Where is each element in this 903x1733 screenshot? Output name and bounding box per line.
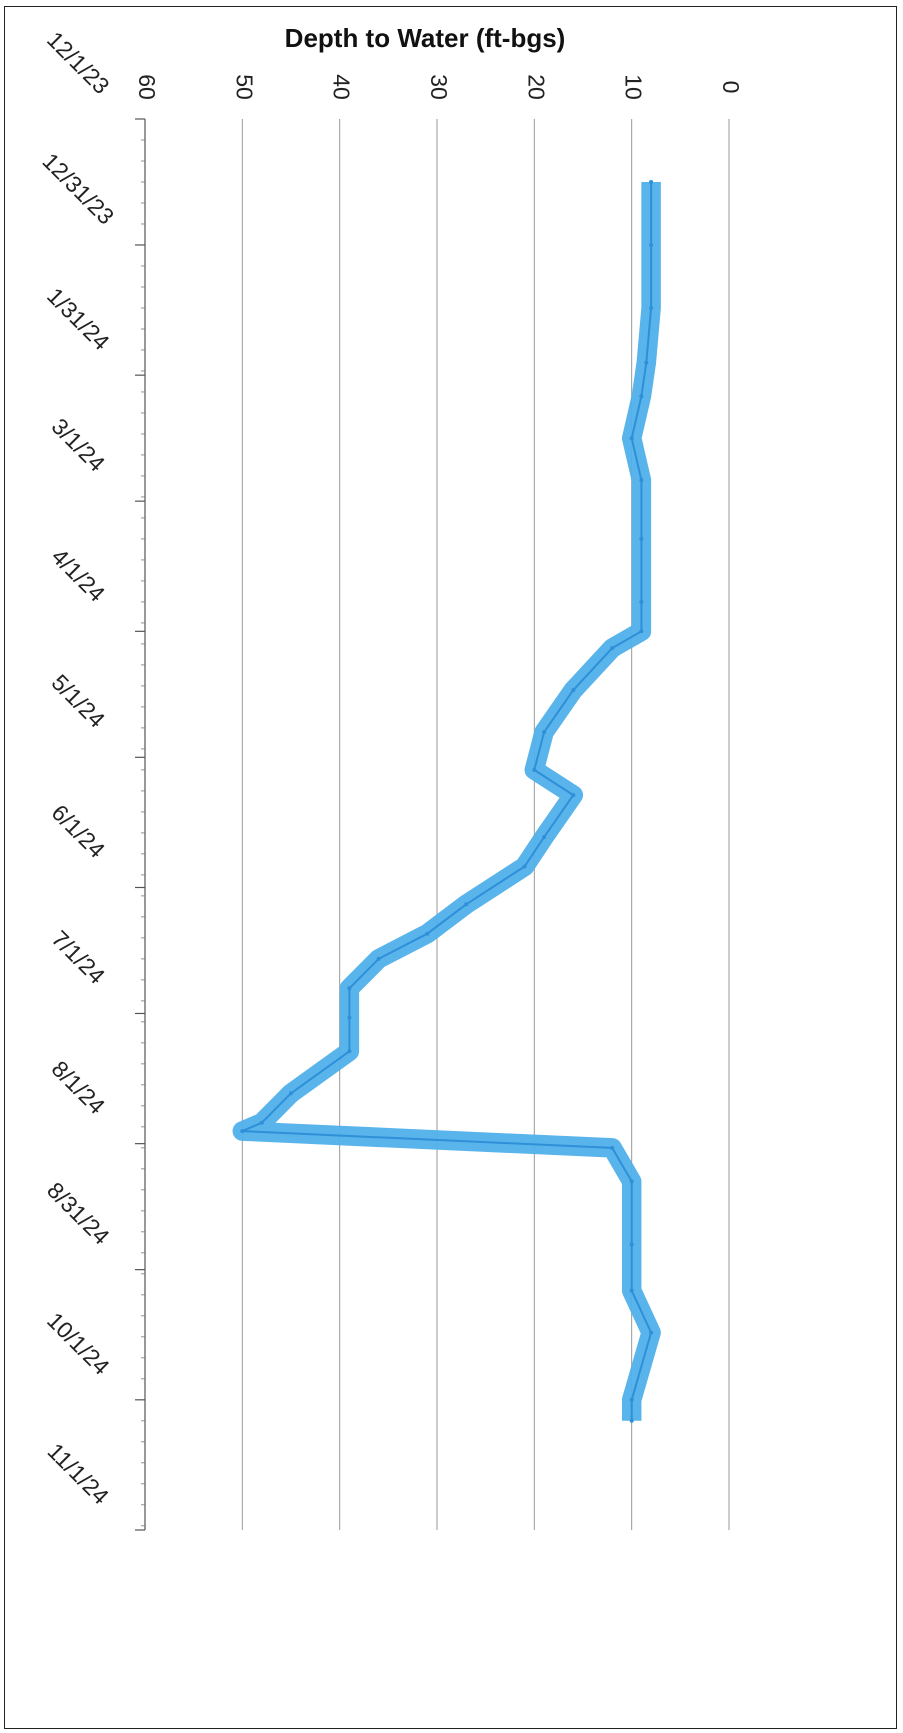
series-point	[347, 986, 351, 990]
x-tick-label: 8/31/24	[42, 1177, 115, 1250]
series-point	[542, 730, 546, 734]
y-tick-label: 10	[621, 74, 647, 100]
x-tick-label: 4/1/24	[47, 543, 111, 607]
series-point	[630, 1242, 634, 1246]
series-point	[639, 600, 643, 604]
series-band	[242, 182, 651, 1421]
series-point	[532, 768, 536, 772]
series-point	[630, 436, 634, 440]
series-point	[639, 537, 643, 541]
x-tick-label: 6/1/24	[47, 799, 111, 863]
x-tick-label: 5/1/24	[47, 669, 111, 733]
series-point	[630, 1398, 634, 1402]
y-tick-label: 20	[523, 74, 549, 100]
series-point	[464, 902, 468, 906]
series-point	[639, 394, 643, 398]
series-point	[644, 361, 648, 365]
series-point	[639, 478, 643, 482]
y-tick-label: 0	[718, 81, 744, 94]
x-tick-label: 3/1/24	[47, 413, 111, 477]
series-point	[571, 793, 575, 797]
series-point	[347, 1049, 351, 1053]
series-point	[425, 932, 429, 936]
series-point	[347, 1016, 351, 1020]
series-point	[630, 1289, 634, 1293]
series-point	[630, 1179, 634, 1183]
series-point	[610, 646, 614, 650]
x-tick-label: 12/1/23	[42, 26, 115, 99]
series-point	[649, 243, 653, 247]
series-point	[649, 180, 653, 184]
series-line	[242, 182, 651, 1421]
depth-to-water-chart: 0 10 20 30 40 50 60 12/1/23 12/31/23 1/31/24 3/1/2…	[5, 7, 898, 1730]
series-point	[377, 957, 381, 961]
series-point	[649, 306, 653, 310]
y-tick-label: 50	[231, 74, 257, 100]
series-point	[630, 1419, 634, 1423]
x-tick-label: 11/1/24	[43, 1438, 115, 1510]
x-tick-label: 10/1/24	[42, 1307, 115, 1380]
x-tick-label: 1/31/24	[42, 282, 115, 355]
x-tick-label: 8/1/24	[47, 1055, 111, 1119]
series-point	[240, 1129, 244, 1133]
series-point	[542, 835, 546, 839]
chart-frame: 0 10 20 30 40 50 60 12/1/23 12/31/23 1/31/24 3/1/2…	[4, 6, 897, 1729]
axes	[135, 119, 145, 1530]
y-tick-label: 30	[426, 74, 452, 100]
y-tick-label: 40	[329, 74, 355, 100]
series-layer	[240, 180, 653, 1423]
series-point	[610, 1146, 614, 1150]
series-point	[649, 1331, 653, 1335]
series-point	[571, 688, 575, 692]
series-point	[639, 629, 643, 633]
x-tick-label: 12/31/23	[38, 148, 120, 230]
series-point	[260, 1121, 264, 1125]
y-tick-label: 60	[134, 74, 160, 100]
series-point	[523, 865, 527, 869]
series-point	[289, 1091, 293, 1095]
chart-title: Depth to Water (ft-bgs)	[285, 23, 566, 53]
x-tick-label: 7/1/24	[47, 925, 111, 989]
